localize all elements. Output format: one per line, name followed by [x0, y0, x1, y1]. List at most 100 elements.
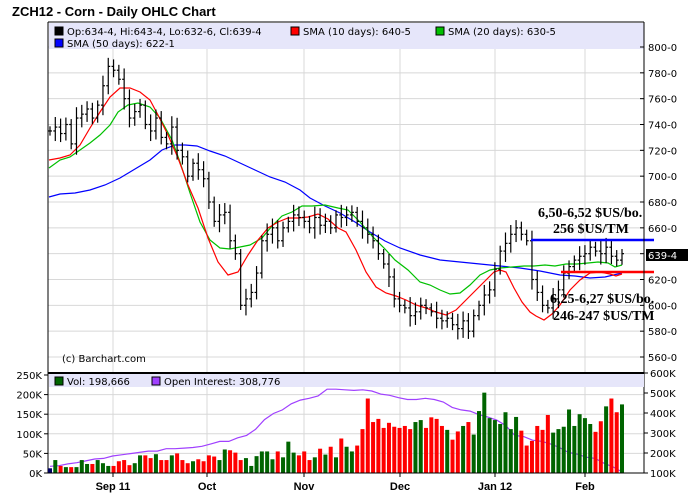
ohlc-bar: [228, 204, 233, 249]
volume-bar: [620, 404, 624, 473]
volume-tick-label: 250K: [16, 371, 42, 382]
ohlc-bar: [365, 218, 370, 244]
volume-bar: [138, 455, 143, 473]
ohlc-bar: [604, 237, 609, 263]
volume-bar: [233, 452, 238, 473]
sma50-legend-swatch: [54, 38, 64, 48]
volume-bar: [111, 465, 116, 473]
ohlc-bar: [492, 262, 497, 297]
volume-bar: [381, 427, 386, 473]
ohlc-bar: [185, 150, 190, 183]
volume-bar: [503, 412, 508, 473]
volume-bar: [582, 418, 587, 473]
volume-bar: [122, 460, 127, 473]
ohlc-bar: [381, 249, 386, 269]
volume-bar: [53, 460, 58, 473]
ohlc-bar: [503, 232, 508, 262]
upper-annotation-line2: 256 $US/TM: [553, 222, 629, 237]
volume-tick-label: 150K: [16, 410, 42, 421]
ohlc-bar: [95, 100, 100, 123]
volume-bar: [461, 425, 466, 473]
ohlc-bar: [212, 196, 217, 227]
ohlc-bar: [519, 221, 524, 241]
last-price-tag-bg: [646, 249, 688, 261]
ohlc-bar: [69, 119, 74, 150]
x-tick-label: Dec: [390, 481, 410, 493]
volume-bar: [85, 463, 90, 473]
volume-bar: [344, 446, 349, 473]
ohlc-bar: [222, 203, 227, 225]
volume-bar: [561, 426, 566, 473]
volume-legend-bg: [49, 374, 644, 387]
ohlc-bar: [164, 131, 169, 150]
ohlc-bar: [233, 234, 238, 260]
ohlc-bar: [243, 288, 248, 316]
volume-bar: [604, 406, 609, 473]
ohlc-bar: [302, 210, 307, 229]
volume-bar: [79, 460, 84, 473]
ohlc-bars: [48, 57, 624, 340]
price-tick-label: 800-0: [648, 43, 677, 54]
volume-bar: [365, 398, 370, 473]
ohlc-bar: [498, 245, 503, 275]
volume-bar: [312, 457, 317, 473]
ohlc-bar: [598, 240, 603, 265]
volume-bar: [540, 429, 545, 473]
ohlc-bar: [175, 117, 180, 160]
ohlc-bar: [429, 303, 434, 317]
volume-bar: [360, 429, 365, 473]
ohlc-bar: [386, 253, 391, 287]
x-tick-label: Sep 11: [96, 481, 131, 493]
ohlc-bar: [106, 57, 111, 95]
ohlc-bar: [259, 235, 264, 279]
volume-legend-swatch: [54, 376, 64, 386]
ohlc-bar: [201, 161, 206, 188]
oi-tick-label: 500K: [650, 389, 676, 400]
volume-bar: [392, 426, 397, 473]
ohlc-bar: [58, 118, 63, 143]
ohlc-bar: [122, 68, 127, 110]
volume-bar: [349, 451, 354, 473]
ohlc-bar: [487, 281, 492, 304]
ohlc-bar: [551, 288, 556, 319]
volume-bar: [159, 460, 164, 473]
ohlc-bar: [614, 250, 619, 267]
ohlc-bar: [196, 153, 201, 180]
sma10-legend-text: SMA (10 days): 640-5: [303, 27, 411, 38]
volume-bar: [551, 432, 556, 473]
price-axis-ticks: 800-0 780-0 760-0 740-0 720-0 700-0 680-0 660-0…: [640, 43, 677, 364]
sma20-line: [48, 102, 623, 295]
volume-bar: [498, 424, 503, 473]
price-tick-label: 780-0: [648, 69, 677, 80]
volume-tick-label: 100K: [16, 430, 42, 441]
ohlc-bar: [281, 221, 286, 247]
volume-bar: [63, 467, 68, 473]
sma20-legend-swatch: [435, 26, 445, 36]
ohlc-bar: [153, 109, 158, 140]
ohlc-bar: [344, 206, 349, 227]
open-interest-line: [49, 388, 623, 473]
ohlc-bar: [371, 226, 376, 249]
price-legend-bg: [49, 23, 644, 49]
ohlc-bar: [514, 220, 519, 243]
volume-bar: [386, 422, 391, 473]
ohlc-bar: [466, 313, 471, 339]
ohlc-legend-swatch: [54, 26, 64, 36]
volume-bar: [572, 425, 577, 473]
price-tick-label: 740-0: [648, 121, 677, 132]
ohlc-bar: [328, 215, 333, 235]
volume-bar: [471, 434, 476, 473]
volume-bar: [286, 441, 291, 473]
ohlc-bar: [408, 297, 413, 327]
ohlc-bar: [206, 171, 211, 209]
volume-bar: [58, 465, 63, 473]
volume-bar: [535, 425, 540, 473]
ohlc-bar: [111, 59, 116, 78]
ohlc-bar: [318, 208, 323, 235]
ohlc-bar: [307, 215, 312, 234]
volume-bar: [90, 463, 95, 473]
volume-bar: [265, 451, 270, 473]
ohlc-bar: [424, 299, 429, 315]
volume-bar: [466, 422, 471, 473]
volume-bar: [424, 427, 429, 473]
